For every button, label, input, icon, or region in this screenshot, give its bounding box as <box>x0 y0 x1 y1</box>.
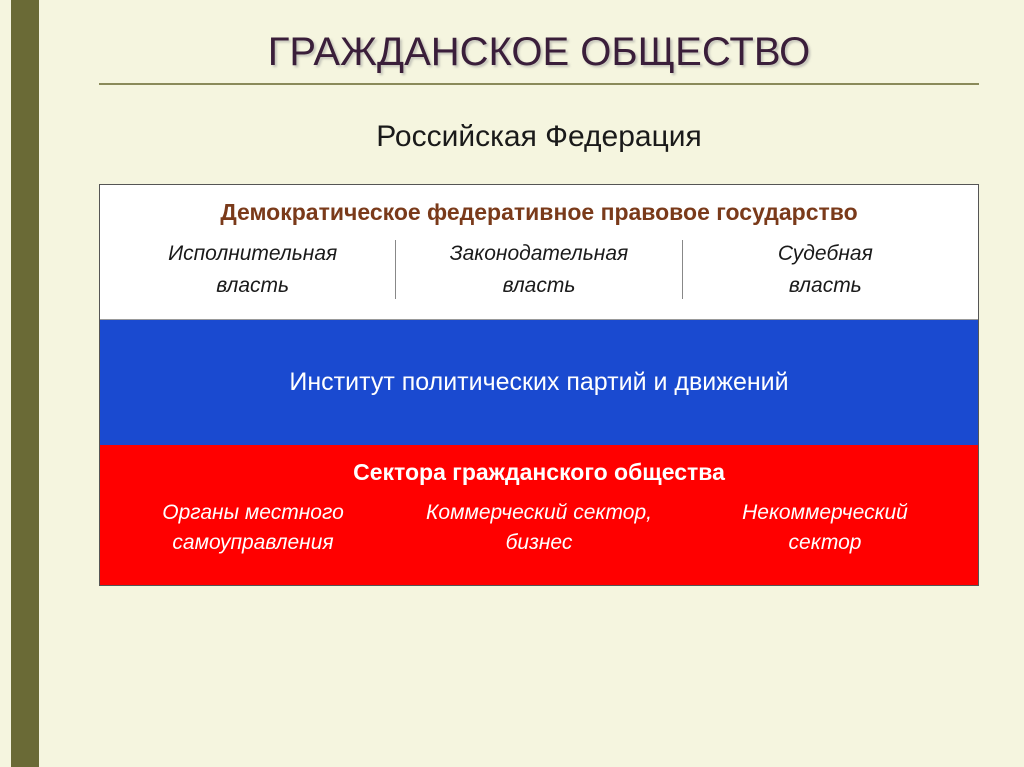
col-text: самоуправления <box>172 531 333 554</box>
col-text: власть <box>503 274 576 297</box>
col-text: сектор <box>789 531 862 554</box>
layer-parties: Институт политических партий и движений <box>100 320 978 445</box>
layer-state-header: Демократическое федеративное правовое го… <box>110 199 968 226</box>
col-text: Исполнительная <box>168 242 337 265</box>
col-local-gov: Органы местного самоуправления <box>110 498 396 559</box>
col-commercial: Коммерческий сектор, бизнес <box>396 498 682 559</box>
slide-title: ГРАЖДАНСКОЕ ОБЩЕСТВО <box>99 30 979 75</box>
civil-society-diagram: Демократическое федеративное правовое го… <box>99 184 979 586</box>
col-judicial: Судебная власть <box>683 238 968 301</box>
left-accent-bar <box>11 0 39 767</box>
layer-civil-sectors: Сектора гражданского общества Органы мес… <box>100 445 978 585</box>
col-executive: Исполнительная власть <box>110 238 395 301</box>
title-underline <box>99 83 979 85</box>
layer-civil-header: Сектора гражданского общества <box>110 459 968 486</box>
civil-columns: Органы местного самоуправления Коммерчес… <box>110 498 968 559</box>
slide-background: ГРАЖДАНСКОЕ ОБЩЕСТВО Российская Федераци… <box>0 0 1024 767</box>
col-text: бизнес <box>506 531 573 554</box>
col-text: Судебная <box>778 242 873 265</box>
slide-content: ГРАЖДАНСКОЕ ОБЩЕСТВО Российская Федераци… <box>39 0 1024 767</box>
col-text: Коммерческий сектор, <box>426 501 652 524</box>
layer-state: Демократическое федеративное правовое го… <box>100 185 978 320</box>
col-text: Некоммерческий <box>742 501 908 524</box>
col-text: Органы местного <box>162 501 344 524</box>
col-legislative: Законодательная власть <box>396 238 681 301</box>
col-text: Законодательная <box>450 242 629 265</box>
col-text: власть <box>789 274 862 297</box>
col-text: власть <box>216 274 289 297</box>
slide-subtitle: Российская Федерация <box>99 120 979 154</box>
layer-parties-text: Институт политических партий и движений <box>289 368 788 396</box>
state-columns: Исполнительная власть Законодательная вл… <box>110 238 968 301</box>
col-nonprofit: Некоммерческий сектор <box>682 498 968 559</box>
